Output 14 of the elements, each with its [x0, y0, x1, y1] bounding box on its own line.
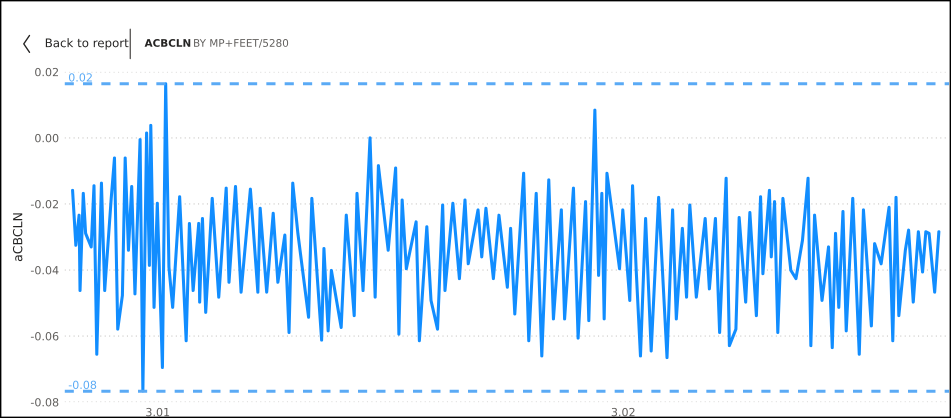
y-axis-title: aCBCLN	[12, 213, 22, 262]
y-tick-label: -0.08	[30, 398, 58, 406]
y-tick-label: -0.04	[30, 266, 58, 274]
y-tick-label: 0.00	[35, 134, 58, 142]
text: Back to report	[46, 38, 128, 50]
chart-title: ACBCLN	[144, 39, 190, 47]
ref-line-label: -0.08	[68, 380, 96, 390]
chart-subtitle: BY MP+FEET/5280	[194, 39, 288, 48]
y-tick-label: -0.02	[30, 200, 58, 208]
y-tick-label: 0.02	[35, 68, 58, 76]
x-tick-label: 3.01	[146, 408, 170, 416]
x-tick-label: 3.02	[612, 408, 635, 416]
ref-line-label: 0.02	[68, 73, 92, 82]
y-tick-label: -0.06	[30, 332, 58, 340]
